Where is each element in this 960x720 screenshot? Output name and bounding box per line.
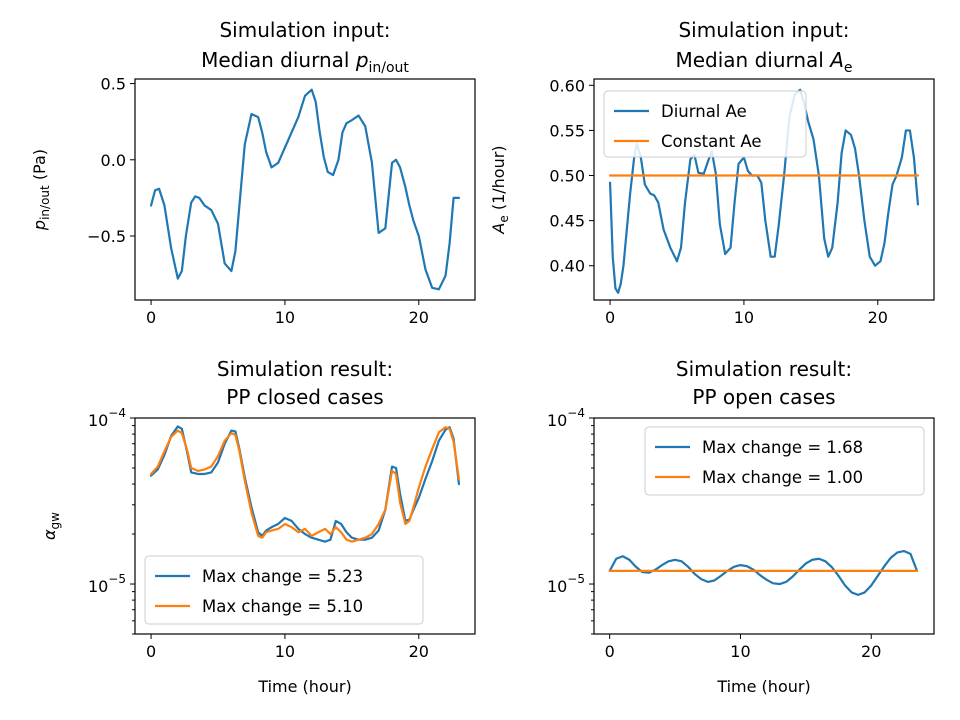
y-tick-label: 0.55 <box>549 121 585 140</box>
x-tick-label: 0 <box>146 642 156 661</box>
series-line-1 <box>608 88 920 294</box>
axes-frame <box>593 417 935 635</box>
y-tick-label-exponent: −5 <box>108 572 126 586</box>
y-tick-label: 10−4 <box>88 406 126 430</box>
axes-frame <box>134 417 476 635</box>
legend: Max change = 1.68 Max change = 1.00 <box>644 426 925 496</box>
y-tick-label: 10−5 <box>547 572 585 596</box>
y-axis-subscript: in/out <box>38 185 52 220</box>
series-line-1 <box>149 88 461 291</box>
title-symbol: p <box>355 48 369 72</box>
title-subscript: in/out <box>369 60 410 76</box>
legend: Diurnal Ae Constant Ae <box>603 90 807 158</box>
legend-box <box>144 555 424 625</box>
chart-title-line-2: PP closed cases <box>226 385 383 409</box>
y-tick-label-base: 10 <box>88 411 108 430</box>
x-tick-label: 10 <box>275 308 295 327</box>
chart-title-line-2: Median diurnal Ae <box>675 48 852 76</box>
y-axis-symbol: A <box>489 223 508 235</box>
x-tick-label: 0 <box>605 642 615 661</box>
y-axis-unit: (Pa) <box>30 149 49 185</box>
subplot-p2: Simulation input: Median diurnal Ae 0 10 20 0… <box>489 18 935 327</box>
legend-label: Max change = 5.23 <box>202 567 363 586</box>
legend-box <box>603 90 807 158</box>
x-tick-label: 0 <box>605 308 615 327</box>
y-axis-symbol: p <box>30 220 49 231</box>
y-axis-label: Ae (1/hour) <box>489 145 511 234</box>
title-symbol: A <box>828 48 844 72</box>
chart-title-line-1: Simulation input: <box>219 18 390 42</box>
y-axis-subscript: gw <box>48 512 62 530</box>
y-tick-label-exponent: −5 <box>567 572 585 586</box>
x-tick-label: 20 <box>868 308 888 327</box>
series-group <box>149 425 461 543</box>
x-tick-label: 10 <box>734 308 754 327</box>
y-axis-label: αgw <box>40 512 62 540</box>
y-tick-label-base: 10 <box>88 577 108 596</box>
x-tick-label: 20 <box>861 642 881 661</box>
axes-frame <box>593 78 935 301</box>
y-tick-label: 0.45 <box>549 212 585 231</box>
chart-title-line-1: Simulation result: <box>217 357 393 381</box>
legend-label: Max change = 1.68 <box>702 438 863 457</box>
y-axis-symbol: α <box>40 529 59 540</box>
y-tick-label-exponent: −4 <box>108 406 126 420</box>
series-group <box>608 549 919 596</box>
y-axis-unit: (1/hour) <box>489 145 508 215</box>
legend-box <box>644 426 925 496</box>
subplot-p1: Simulation input: Median diurnal pin/out 0… <box>30 18 476 327</box>
subplot-p3: Simulation result: PP closed cases 0 10 20 10… <box>40 357 476 696</box>
y-tick-label-base: 10 <box>547 411 567 430</box>
x-tick-label: 20 <box>409 642 429 661</box>
x-tick-label: 20 <box>409 308 429 327</box>
chart-title-line-2: PP open cases <box>692 385 835 409</box>
legend-label: Max change = 5.10 <box>202 597 363 616</box>
x-axis-label: Time (hour) <box>716 677 810 696</box>
title-subscript: e <box>844 60 853 76</box>
y-tick-label: 0.0 <box>101 151 126 170</box>
y-tick-label-exponent: −4 <box>567 406 585 420</box>
chart-title-line-1: Simulation input: <box>678 18 849 42</box>
series-line-1 <box>608 549 919 596</box>
y-tick-label: 10−4 <box>547 406 585 430</box>
y-tick-label: 0.5 <box>101 75 126 94</box>
legend: Max change = 5.23 Max change = 5.10 <box>144 555 424 625</box>
y-tick-label: 10−5 <box>88 572 126 596</box>
legend-label: Constant Ae <box>661 132 762 151</box>
series-group <box>608 88 920 294</box>
chart-title-line-2: Median diurnal pin/out <box>201 48 409 76</box>
series-group <box>149 88 461 291</box>
legend-label: Diurnal Ae <box>661 102 747 121</box>
y-axis-label: pin/out (Pa) <box>30 149 52 231</box>
y-tick-label: 0.50 <box>549 167 585 186</box>
x-axis-label: Time (hour) <box>257 677 351 696</box>
series-line-1 <box>149 425 461 543</box>
y-tick-label: 0.60 <box>549 76 585 95</box>
x-tick-label: 0 <box>146 308 156 327</box>
y-tick-label-base: 10 <box>547 577 567 596</box>
chart-title-line-1: Simulation result: <box>676 357 852 381</box>
axes-frame <box>134 78 476 301</box>
y-tick-label: −0.5 <box>87 227 126 246</box>
series-line-2 <box>149 426 461 543</box>
x-tick-label: 10 <box>275 642 295 661</box>
y-tick-label: 0.40 <box>549 257 585 276</box>
x-tick-label: 10 <box>730 642 750 661</box>
legend-label: Max change = 1.00 <box>702 468 863 487</box>
y-axis-subscript: e <box>497 215 511 222</box>
